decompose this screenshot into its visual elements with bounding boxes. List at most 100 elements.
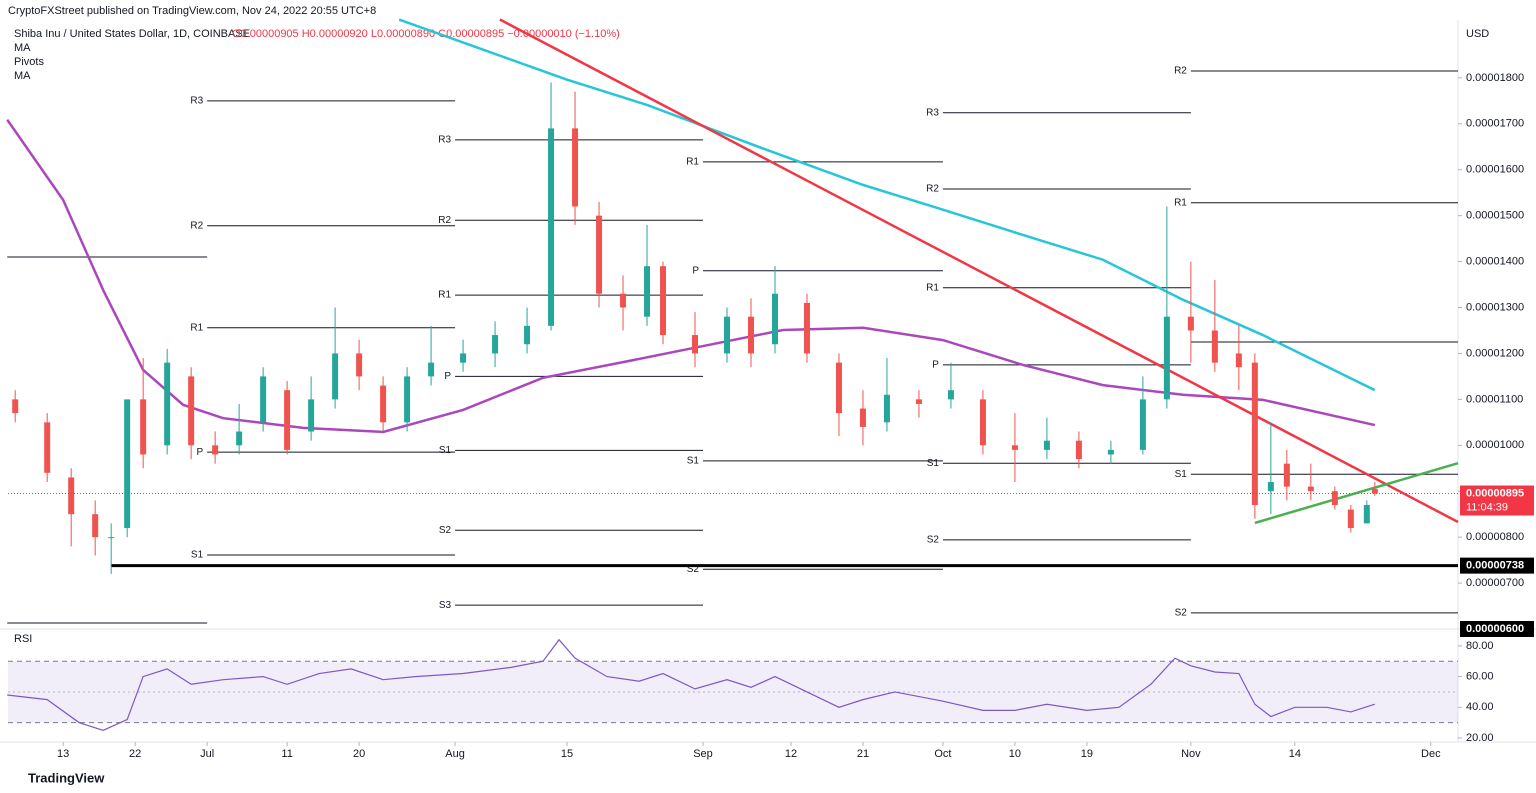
- candle-body: [1011, 445, 1018, 450]
- pivot-label: S3: [439, 600, 452, 611]
- candle-body: [915, 399, 922, 404]
- candle-body: [492, 335, 499, 354]
- candle-body: [1163, 316, 1170, 400]
- candle-body: [1307, 486, 1314, 492]
- pivot-label: R1: [438, 290, 451, 301]
- candle-body: [548, 128, 555, 326]
- candle-body: [1363, 504, 1370, 524]
- y-tick-label: 0.00001100: [1466, 393, 1523, 405]
- candle-body: [164, 362, 171, 446]
- candle-body: [140, 399, 147, 455]
- brand: TradingView: [28, 770, 105, 785]
- y-tick-label: 0.00000800: [1466, 531, 1524, 543]
- plot: 0.000007000.000008000.000009000.00001000…: [6, 18, 1534, 760]
- candle-body: [212, 445, 219, 455]
- candle-body: [1283, 463, 1290, 487]
- y-tick-label: 0.00000700: [1466, 577, 1524, 589]
- symbol: Shiba Inu / United States Dollar, 1D, CO…: [14, 28, 250, 40]
- candle-body: [308, 399, 315, 432]
- candle-body: [1235, 353, 1242, 368]
- y-tick-label: 0.00001800: [1466, 72, 1524, 84]
- candle-body: [747, 316, 754, 354]
- pivot-label: P: [196, 447, 203, 458]
- trend-line: [1254, 462, 1459, 525]
- pivot-label: S1: [1175, 469, 1188, 480]
- candle-body: [236, 431, 243, 446]
- pivot-label: R3: [438, 135, 451, 146]
- candle-body: [1347, 509, 1354, 528]
- candle-body: [1267, 482, 1274, 492]
- countdown: 11:04:39: [1466, 501, 1508, 513]
- candle-body: [644, 266, 651, 317]
- moving-average: [398, 18, 1376, 392]
- y-tick-label: 0.00001500: [1466, 210, 1524, 222]
- candle-body: [1251, 362, 1258, 505]
- candle-body: [188, 376, 195, 446]
- y-tick-label: 0.00001700: [1466, 118, 1524, 130]
- x-tick-label: 13: [57, 748, 69, 760]
- pivot-label: P: [444, 371, 451, 382]
- candle-body: [947, 390, 954, 400]
- x-tick-label: Oct: [934, 748, 951, 760]
- y-tick-label: 0.00001400: [1466, 255, 1524, 267]
- x-tick-label: 12: [785, 748, 797, 760]
- candle-body: [859, 408, 866, 427]
- candle-body: [620, 293, 627, 308]
- candle-body: [1107, 449, 1114, 455]
- x-tick-label: Dec: [1421, 748, 1441, 760]
- level-tag: [1460, 621, 1534, 637]
- candle-body: [724, 316, 731, 354]
- candle-body: [92, 514, 99, 538]
- indicator: MA: [14, 70, 31, 82]
- pivot-label: S1: [439, 445, 452, 456]
- x-tick-label: 20: [353, 748, 365, 760]
- candle-body: [771, 293, 778, 345]
- candle-body: [883, 394, 890, 423]
- candle-body: [1371, 488, 1378, 494]
- pivot-label: R3: [190, 95, 203, 106]
- pivot-label: R2: [926, 184, 939, 195]
- rsi-line: [7, 638, 1376, 731]
- y-axis-label: USD: [1466, 28, 1489, 40]
- pivot-label: R2: [438, 215, 451, 226]
- pivot-label: S2: [927, 535, 940, 546]
- pivot-label: S1: [191, 550, 204, 561]
- candle-body: [835, 362, 842, 414]
- pivot-label: S2: [439, 525, 452, 536]
- candle-body: [380, 385, 387, 423]
- pivot-label: P: [692, 265, 699, 276]
- pivot-label: S2: [687, 564, 700, 575]
- x-tick-label: 14: [1289, 748, 1301, 760]
- rsi-title: RSI: [14, 633, 32, 645]
- y-tick-label: 80.00: [1466, 640, 1494, 652]
- candle-body: [108, 537, 115, 539]
- candle-body: [260, 376, 267, 423]
- x-tick-label: 21: [857, 748, 869, 760]
- y-tick-label: 0.00001600: [1466, 164, 1524, 176]
- candle-body: [12, 399, 19, 414]
- candle-body: [68, 477, 75, 515]
- level-label: 0.00000600: [1466, 623, 1524, 635]
- pivot-label: R1: [926, 282, 939, 293]
- indicator: MA: [14, 42, 31, 54]
- candle-body: [596, 215, 603, 294]
- last-price-label: 0.00000895: [1466, 487, 1524, 499]
- candle-body: [44, 422, 51, 473]
- y-tick-label: 20.00: [1466, 732, 1494, 744]
- x-tick-label: 22: [129, 748, 141, 760]
- indicator: Pivots: [14, 56, 44, 68]
- candle-body: [1187, 316, 1194, 331]
- candle-body: [803, 302, 810, 354]
- x-tick-label: Sep: [693, 748, 713, 760]
- trend-line: [499, 18, 1459, 524]
- x-tick-label: 19: [1081, 748, 1093, 760]
- level-tag: [1460, 557, 1534, 574]
- candle-body: [124, 399, 131, 528]
- candle-body: [404, 376, 411, 423]
- candle-body: [692, 335, 699, 354]
- y-tick-label: 40.00: [1466, 701, 1494, 713]
- x-tick-label: 15: [561, 748, 573, 760]
- candle-body: [1331, 491, 1338, 505]
- pivot-label: P: [932, 360, 939, 371]
- y-tick-label: 0.00001300: [1466, 301, 1524, 313]
